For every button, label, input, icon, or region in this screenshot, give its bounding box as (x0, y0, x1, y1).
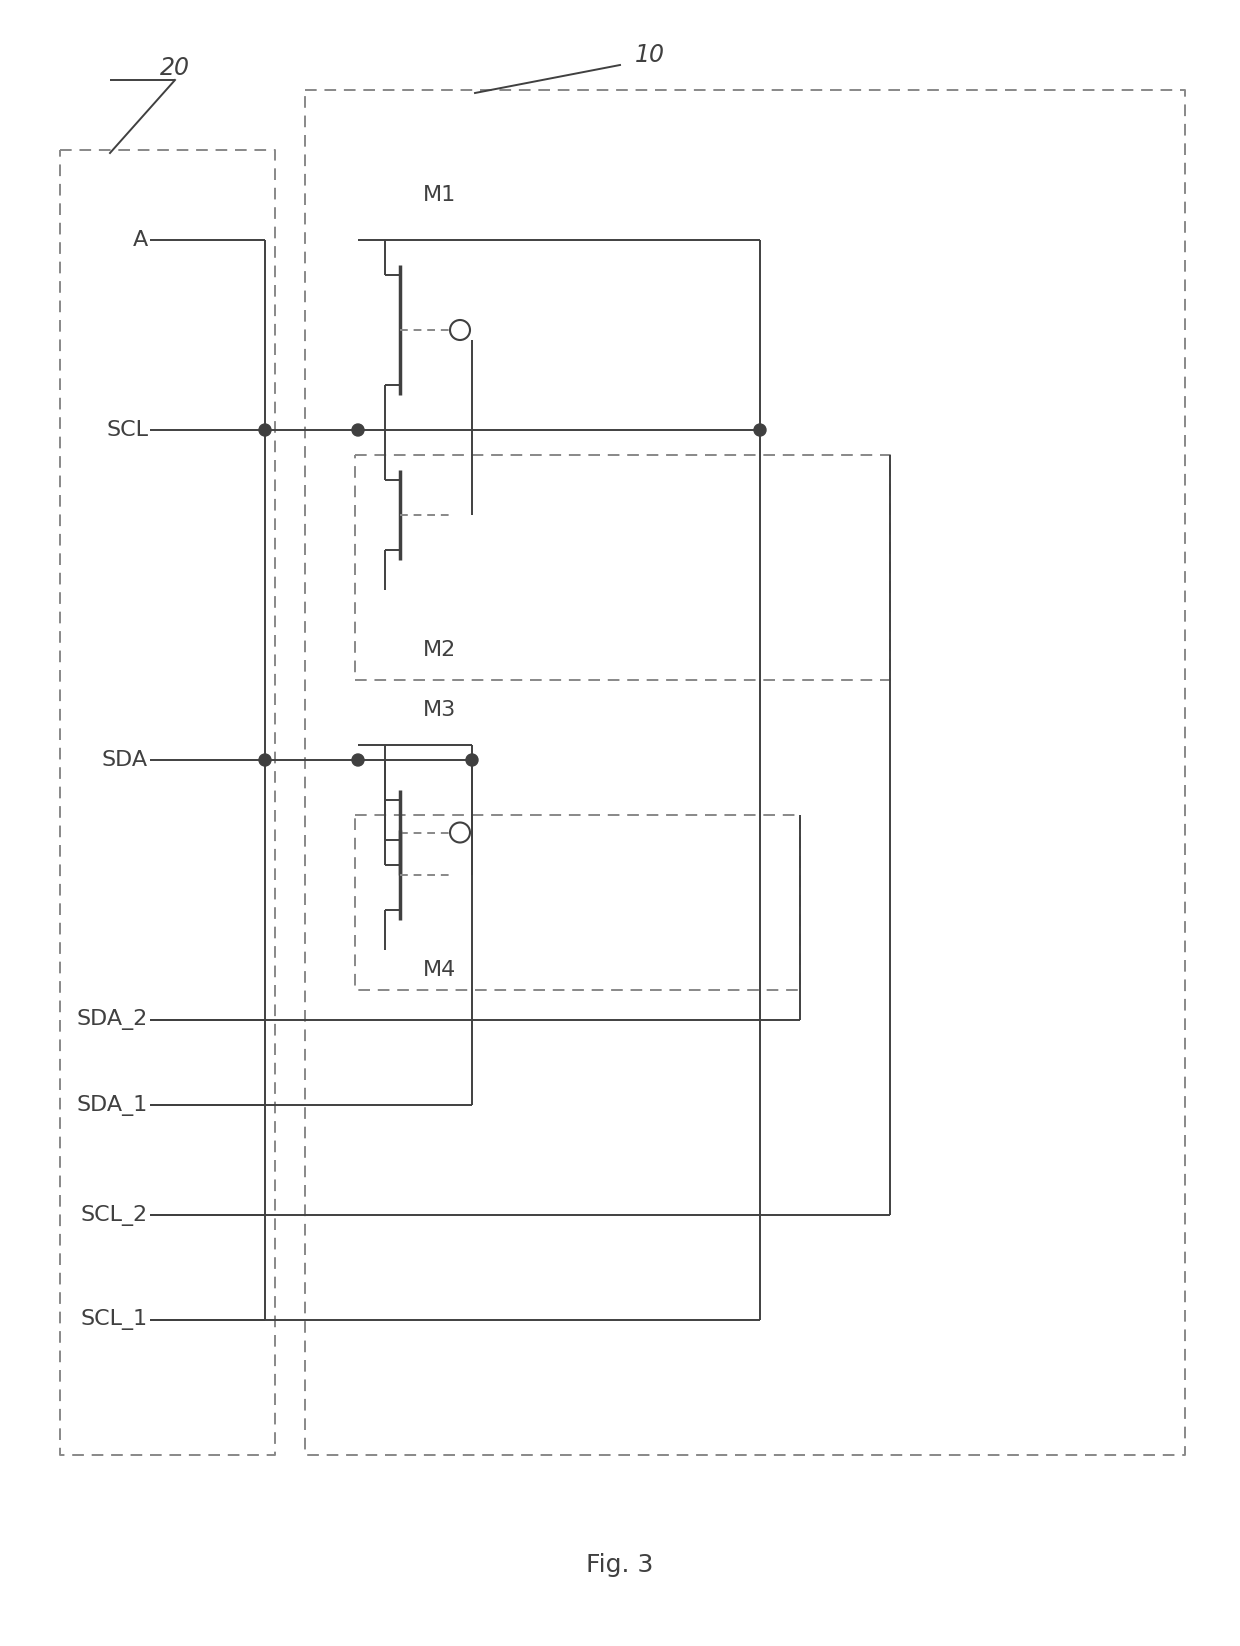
Circle shape (352, 425, 365, 436)
Circle shape (466, 754, 477, 765)
Text: M1: M1 (423, 184, 456, 206)
Circle shape (754, 425, 766, 436)
Text: SCL_1: SCL_1 (81, 1310, 148, 1330)
Text: A: A (133, 230, 148, 250)
Circle shape (259, 425, 272, 436)
Text: 10: 10 (635, 43, 665, 67)
Text: SDA: SDA (102, 751, 148, 770)
Text: Fig. 3: Fig. 3 (587, 1552, 653, 1577)
Circle shape (450, 823, 470, 843)
Circle shape (450, 319, 470, 341)
Text: M3: M3 (423, 700, 456, 719)
Text: SCL_2: SCL_2 (81, 1205, 148, 1226)
Circle shape (259, 754, 272, 765)
Text: M4: M4 (423, 960, 456, 979)
Text: M2: M2 (423, 640, 456, 660)
Text: SDA_2: SDA_2 (77, 1009, 148, 1030)
Text: SCL: SCL (105, 420, 148, 439)
Text: 20: 20 (160, 56, 190, 81)
Circle shape (352, 754, 365, 765)
Text: SDA_1: SDA_1 (77, 1095, 148, 1116)
